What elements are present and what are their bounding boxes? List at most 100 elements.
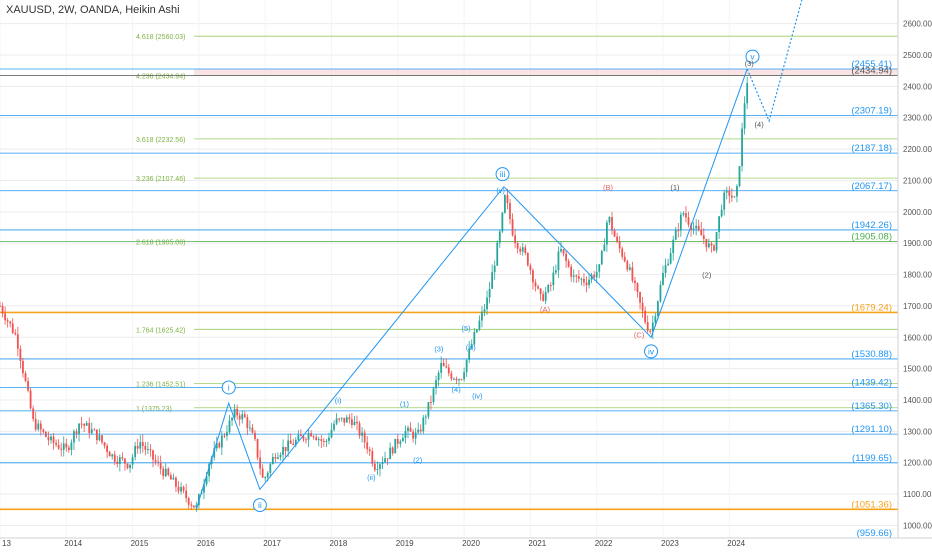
candle-body — [667, 263, 669, 266]
candle-body — [190, 504, 193, 506]
candle-body — [491, 272, 494, 289]
candle-body — [241, 414, 244, 420]
candle-body — [180, 486, 182, 492]
candle-body — [361, 432, 363, 436]
price-level-label: (2187.18) — [851, 143, 892, 154]
candle-body — [333, 423, 335, 430]
price-tick-label: 2200.00 — [903, 145, 932, 154]
candle-body — [205, 476, 208, 485]
wave-label-circle — [252, 498, 267, 513]
candle-body — [577, 276, 580, 279]
candle-body — [695, 225, 698, 229]
price-tick-label: 1600.00 — [903, 333, 932, 342]
candle-body — [134, 445, 137, 458]
candle-body — [55, 442, 57, 445]
candle-body — [521, 247, 524, 252]
time-tick-label: 2017 — [263, 539, 281, 548]
candle-body — [315, 437, 318, 440]
candle-body — [593, 274, 596, 278]
candle-body — [407, 427, 409, 432]
time-tick-label: 2019 — [396, 539, 414, 548]
candle-body — [121, 457, 124, 459]
price-level-label: (2307.19) — [851, 105, 892, 116]
candle-body — [345, 417, 348, 423]
wave-label-circle — [495, 167, 510, 182]
candle-body — [697, 225, 700, 230]
candle-body — [213, 448, 216, 458]
candle-body — [254, 432, 256, 440]
candle-body — [233, 408, 236, 418]
wave-labels-layer: iiiiiiivv(i)(ii)(iii)(iv)(v)(1)(2)(3)(4)… — [221, 49, 764, 513]
candle-body — [713, 245, 715, 251]
candle-body — [287, 440, 290, 452]
candle-body — [506, 195, 509, 203]
candle-body — [616, 236, 618, 242]
candle-body — [463, 372, 465, 380]
price-tick-label: 2500.00 — [903, 51, 932, 60]
candle-body — [565, 253, 567, 262]
candle-body — [289, 440, 292, 444]
candle-body — [236, 408, 239, 416]
candle-body — [27, 380, 29, 391]
candle-body — [516, 243, 519, 249]
candle-body — [312, 436, 315, 438]
candle-body — [317, 439, 320, 441]
candle-body — [606, 222, 608, 245]
candle-body — [266, 472, 269, 478]
candle-body — [195, 505, 198, 508]
fib-label: 2.618 (1905.08) — [136, 240, 185, 247]
candle-body — [90, 429, 93, 434]
candle-body — [261, 468, 264, 478]
candle-body — [544, 292, 547, 301]
candle-body — [159, 462, 162, 469]
wave-label-circle — [644, 344, 659, 359]
price-level-label: (1199.65) — [852, 453, 892, 464]
candle-body — [700, 229, 703, 236]
price-tick-label: 2600.00 — [903, 20, 932, 29]
candle-body — [50, 436, 52, 441]
wave-label: (B) — [603, 183, 614, 192]
candle-body — [631, 267, 634, 281]
candle-body — [32, 408, 35, 419]
candle-body — [131, 457, 134, 465]
candle-body — [78, 423, 80, 434]
candle-body — [611, 216, 613, 231]
candle-body — [238, 415, 241, 420]
price-tick-label: 2300.00 — [903, 114, 932, 123]
time-tick-label: 2015 — [131, 539, 149, 548]
candle-body — [147, 449, 149, 451]
elliott-wave-line — [195, 68, 748, 510]
time-tick-label: 2018 — [330, 539, 348, 548]
price-tick-label: 1000.00 — [903, 521, 932, 530]
candle-body — [325, 440, 328, 442]
candle-body — [6, 320, 9, 322]
time-tick-label: 2020 — [462, 539, 480, 548]
candle-body — [741, 128, 743, 167]
candle-body — [167, 468, 170, 475]
candle-body — [175, 477, 177, 487]
candle-body — [702, 235, 705, 239]
candle-body — [302, 436, 305, 440]
candle-body — [659, 284, 662, 302]
candle-body — [468, 348, 471, 360]
price-level-label: (1905.08) — [851, 232, 892, 243]
candle-body — [154, 459, 157, 462]
candle-body — [271, 456, 274, 465]
candle-body — [547, 285, 550, 293]
candle-body — [598, 264, 601, 272]
candle-body — [669, 253, 672, 264]
wave-label: (3) — [434, 344, 444, 353]
candle-body — [9, 321, 12, 324]
candle-body — [0, 305, 1, 307]
candle-body — [529, 265, 532, 271]
candle-body — [488, 288, 491, 298]
wave-label: (1) — [670, 183, 680, 192]
candle-body — [628, 267, 631, 270]
candle-body — [368, 449, 371, 452]
price-tick-label: 1900.00 — [903, 239, 932, 248]
candle-body — [613, 230, 616, 237]
wave-label: (3) — [745, 59, 755, 68]
candle-body — [144, 445, 147, 450]
